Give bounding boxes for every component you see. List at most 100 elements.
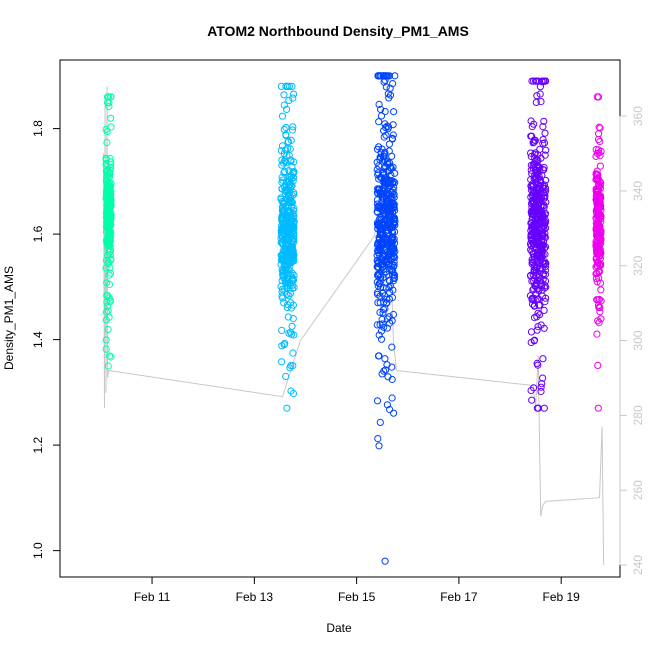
data-point: [377, 327, 386, 335]
data-point: [282, 123, 290, 132]
data-point: [535, 301, 543, 309]
data-point: [595, 186, 603, 194]
data-point: [386, 405, 394, 414]
data-point: [597, 315, 605, 323]
y-tick-label: 1.8: [31, 120, 45, 137]
data-point: [283, 259, 291, 268]
data-point: [386, 182, 394, 190]
y2-tick-label: 240: [631, 555, 645, 575]
data-point: [538, 380, 546, 388]
data-point: [383, 299, 391, 307]
data-point: [597, 286, 605, 294]
data-point: [380, 72, 388, 80]
data-point: [593, 149, 601, 157]
data-point: [378, 193, 386, 201]
data-point: [287, 224, 296, 232]
y-axis-label: Density_PM1_AMS: [2, 266, 16, 370]
data-point: [288, 269, 296, 277]
data-point: [290, 158, 298, 166]
data-point: [536, 145, 544, 153]
data-point: [540, 163, 548, 172]
data-point: [373, 207, 381, 216]
data-point: [105, 271, 113, 279]
data-point: [102, 160, 110, 168]
data-point: [279, 267, 287, 275]
data-point: [533, 161, 541, 169]
y2-tick-label: 260: [631, 480, 645, 500]
data-point: [593, 167, 601, 175]
data-point: [104, 258, 113, 266]
data-point: [378, 238, 386, 246]
data-point: [375, 331, 383, 339]
data-point: [593, 330, 601, 338]
data-point: [288, 322, 296, 330]
data-point: [527, 328, 536, 336]
x-axis-label: Date: [326, 621, 352, 635]
data-point: [284, 313, 292, 321]
data-point: [289, 349, 297, 357]
data-point: [534, 77, 542, 85]
data-point: [290, 90, 298, 98]
data-point: [380, 323, 388, 331]
data-point: [597, 147, 605, 155]
data-point: [289, 123, 297, 131]
series-4: [526, 77, 550, 412]
data-point: [388, 363, 396, 371]
data-point: [387, 249, 395, 257]
data-point: [530, 225, 538, 233]
x-tick-label: Feb 17: [440, 590, 478, 604]
data-point: [379, 195, 388, 203]
data-point: [282, 131, 290, 139]
data-point: [533, 313, 541, 321]
x-tick-label: Feb 11: [134, 590, 171, 604]
data-point: [102, 336, 110, 344]
data-point: [533, 92, 541, 100]
data-point: [287, 239, 295, 247]
data-point: [283, 303, 291, 311]
data-point: [102, 214, 111, 222]
data-point: [102, 209, 111, 218]
data-point: [106, 234, 114, 242]
data-point: [595, 295, 604, 304]
data-point: [536, 90, 544, 98]
data-point: [527, 231, 535, 239]
data-point: [381, 355, 389, 363]
data-point: [540, 117, 548, 125]
data-point: [382, 83, 390, 91]
data-point: [281, 167, 289, 175]
data-point: [537, 98, 545, 106]
data-point: [541, 77, 550, 85]
y-tick-label: 1.0: [31, 542, 45, 559]
data-point: [527, 117, 535, 125]
data-point: [388, 180, 397, 188]
data-point: [383, 315, 391, 323]
data-point: [530, 136, 538, 144]
data-point: [531, 283, 540, 291]
data-point: [391, 72, 399, 80]
data-point: [535, 196, 543, 204]
data-point: [106, 196, 114, 204]
data-point: [539, 139, 547, 148]
data-point: [278, 326, 286, 334]
data-point: [278, 256, 286, 264]
y-tick-label: 1.4: [31, 331, 45, 348]
data-point: [541, 234, 550, 242]
data-point: [388, 375, 396, 384]
data-point: [383, 401, 391, 409]
data-point: [542, 146, 550, 154]
data-point: [104, 197, 112, 205]
data-point: [391, 169, 399, 177]
data-point: [102, 156, 110, 164]
data-point: [287, 304, 295, 312]
data-point: [278, 266, 286, 274]
data-point: [289, 276, 298, 284]
data-point: [278, 178, 286, 186]
data-point: [540, 201, 548, 209]
data-point: [279, 204, 287, 212]
x-tick-label: Feb 19: [543, 590, 581, 604]
data-point: [388, 343, 396, 351]
data-point: [389, 131, 397, 139]
data-point: [103, 221, 111, 230]
data-point: [281, 339, 289, 347]
data-point: [527, 386, 535, 395]
